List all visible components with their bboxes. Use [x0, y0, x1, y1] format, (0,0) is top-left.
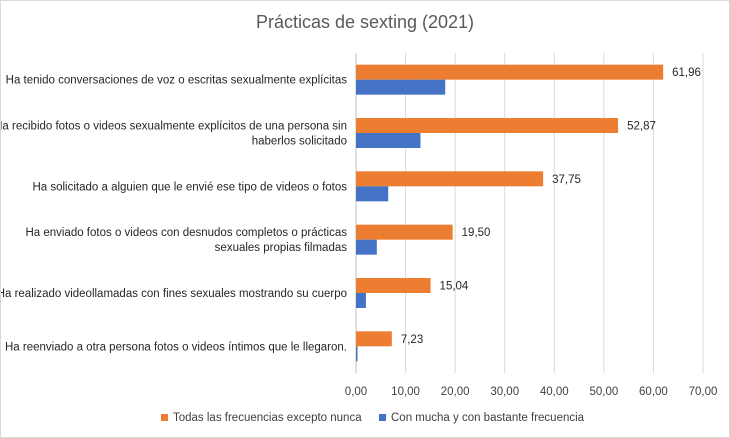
x-tick-label: 40,00	[540, 386, 569, 398]
bar-all-frequencies	[356, 171, 544, 187]
legend-item-high-frequency: Con mucha y con bastante frecuencia	[379, 412, 585, 424]
bar-all-frequencies	[356, 331, 392, 347]
category-label: Ha tenido conversaciones de voz o escrit…	[6, 75, 348, 87]
legend-swatch	[379, 414, 386, 421]
category-label: Ha reenviado a otra persona fotos o vide…	[5, 341, 347, 353]
x-tick-label: 70,00	[689, 386, 718, 398]
x-axis-ticks: 0,00 10,00 20,00 30,00 40,00 50,00 60,00 70,00	[345, 386, 718, 398]
data-label: 15,04	[440, 281, 469, 293]
data-label: 19,50	[462, 227, 491, 239]
legend-label: Con mucha y con bastante frecuencia	[391, 412, 585, 424]
bar-high-frequency	[356, 186, 389, 202]
x-tick-label: 60,00	[639, 386, 668, 398]
chart-title: Prácticas de sexting (2021)	[256, 12, 474, 32]
legend: Todas las frecuencias excepto nunca Con m…	[161, 412, 585, 424]
bar-high-frequency	[356, 293, 366, 308]
x-tick-label: 20,00	[441, 386, 470, 398]
category-label: Ha enviado fotos o videos con desnudos c…	[25, 227, 347, 239]
bar-high-frequency	[356, 346, 358, 362]
category-label: Ha realizado videollamadas con fines sex…	[1, 288, 347, 300]
data-label: 7,23	[401, 334, 423, 346]
data-label: 52,87	[627, 121, 656, 133]
x-tick-label: 10,00	[391, 386, 420, 398]
bar-all-frequencies	[356, 224, 453, 240]
bar-all-frequencies	[356, 278, 431, 293]
category-label: haberlos solicitado	[252, 136, 347, 148]
bar-high-frequency	[356, 133, 421, 148]
x-tick-label: 30,00	[490, 386, 519, 398]
legend-label: Todas las frecuencias excepto nunca	[173, 412, 362, 424]
bar-high-frequency	[356, 239, 377, 255]
data-label: 61,96	[672, 67, 701, 79]
category-labels: Ha tenido conversaciones de voz o escrit…	[1, 75, 347, 354]
gridlines	[355, 53, 704, 373]
bars: 61,96 52,87 37,75 19,50 15,04 7,23	[356, 64, 701, 362]
bar-all-frequencies	[356, 64, 664, 80]
legend-item-all-frequencies: Todas las frecuencias excepto nunca	[161, 412, 362, 424]
data-label: 37,75	[552, 174, 581, 186]
category-label: Ha recibido fotos o videos sexualmente e…	[1, 121, 347, 133]
legend-swatch	[161, 414, 168, 421]
category-label: sexuales propias filmadas	[215, 242, 348, 254]
x-tick-label: 0,00	[345, 386, 367, 398]
bar-all-frequencies	[356, 118, 619, 133]
x-tick-label: 50,00	[589, 386, 618, 398]
bar-high-frequency	[356, 79, 446, 95]
category-label: Ha solicitado a alguien que le envié ese…	[32, 181, 347, 193]
